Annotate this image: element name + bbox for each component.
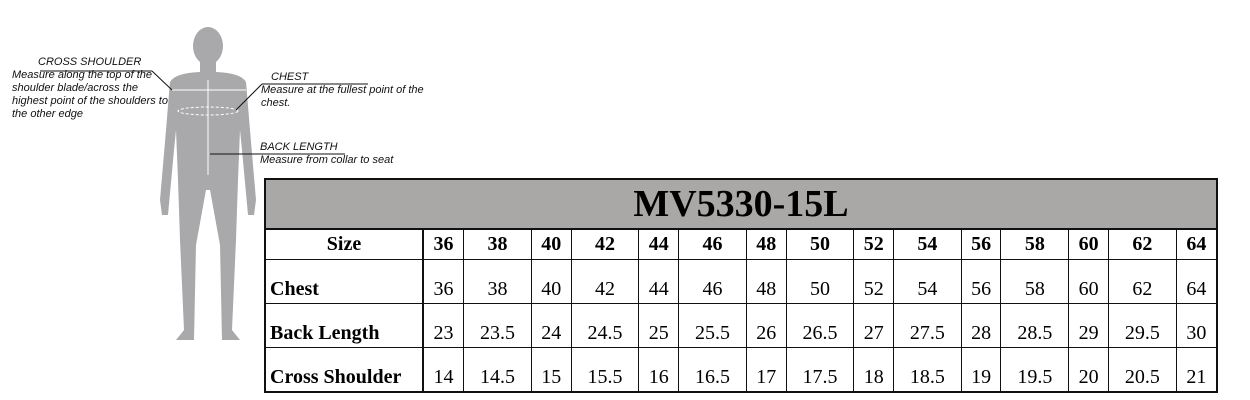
table-cell: 14 — [422, 347, 465, 393]
table-cell: 16.5 — [678, 347, 747, 393]
table-cell: 23.5 — [463, 303, 532, 348]
size-header-row: Size 36 38 40 42 44 46 48 50 52 54 56 58 60 62 64 — [264, 228, 1218, 260]
size-header-cell: 44 — [638, 228, 680, 260]
table-cell: 40 — [530, 259, 572, 304]
table-cell: 18 — [853, 347, 894, 393]
table-cell: 27 — [853, 303, 894, 348]
table-cell: 29 — [1068, 303, 1109, 348]
size-header-cell: 54 — [892, 228, 962, 260]
size-header-cell: 42 — [570, 228, 640, 260]
table-cell: 21 — [1175, 347, 1218, 393]
table-row: Back Length 23 23.5 24 24.5 25 25.5 26 26.5 27 27.… — [264, 303, 1218, 348]
table-cell: 28 — [960, 303, 1002, 348]
table-cell: 28.5 — [1000, 303, 1070, 348]
size-header-cell: 46 — [678, 228, 747, 260]
table-cell: 19 — [960, 347, 1002, 393]
cross-shoulder-heading: CROSS SHOULDER — [38, 56, 142, 68]
size-header-cell: 40 — [530, 228, 572, 260]
size-chart-table: MV5330-15L Size 36 38 40 42 44 46 48 50 52 54 56 58… — [264, 178, 1218, 393]
table-cell: 26 — [745, 303, 787, 348]
back-length-annotation: BACK LENGTH Measure from collar to seat — [260, 141, 430, 167]
table-cell: 23 — [422, 303, 465, 348]
table-cell: 64 — [1175, 259, 1218, 304]
table-cell: 48 — [745, 259, 787, 304]
table-cell: 15.5 — [570, 347, 640, 393]
size-header-cell: 58 — [1000, 228, 1070, 260]
table-cell: 54 — [892, 259, 962, 304]
table-cell: 20.5 — [1107, 347, 1177, 393]
table-cell: 44 — [638, 259, 680, 304]
table-cell: 15 — [530, 347, 572, 393]
table-cell: 42 — [570, 259, 640, 304]
measure-lines — [172, 80, 246, 175]
table-cell: 36 — [422, 259, 465, 304]
chest-annotation: CHEST Measure at the fullest point of th… — [261, 71, 426, 110]
table-cell: 60 — [1068, 259, 1109, 304]
table-cell: 58 — [1000, 259, 1070, 304]
leader-lines — [40, 70, 368, 155]
table-row: Chest 36 38 40 42 44 46 48 50 52 54 56 58 60 62 64 — [264, 259, 1218, 304]
table-cell: 17.5 — [785, 347, 855, 393]
body-silhouette-figure — [40, 27, 368, 340]
size-header-cell: 48 — [745, 228, 787, 260]
row-label: Cross Shoulder — [264, 347, 424, 393]
size-header-cell: 38 — [463, 228, 532, 260]
table-cell: 27.5 — [892, 303, 962, 348]
cross-shoulder-text: Measure along the top of the shoulder bl… — [12, 69, 168, 120]
size-header-cell: 50 — [785, 228, 855, 260]
size-header-cell: 64 — [1175, 228, 1218, 260]
table-cell: 62 — [1107, 259, 1177, 304]
table-cell: 24.5 — [570, 303, 640, 348]
table-cell: 25.5 — [678, 303, 747, 348]
table-cell: 24 — [530, 303, 572, 348]
table-title: MV5330-15L — [264, 178, 1218, 230]
table-cell: 38 — [463, 259, 532, 304]
table-cell: 29.5 — [1107, 303, 1177, 348]
table-cell: 14.5 — [463, 347, 532, 393]
size-header-cell: 60 — [1068, 228, 1109, 260]
row-label: Back Length — [264, 303, 424, 348]
chest-text: Measure at the fullest point of the ches… — [261, 84, 424, 109]
back-length-text: Measure from collar to seat — [260, 154, 394, 166]
table-cell: 19.5 — [1000, 347, 1070, 393]
back-length-heading: BACK LENGTH — [260, 141, 338, 153]
row-label: Chest — [264, 259, 424, 304]
table-cell: 30 — [1175, 303, 1218, 348]
table-cell: 20 — [1068, 347, 1109, 393]
table-cell: 50 — [785, 259, 855, 304]
table-row: Cross Shoulder 14 14.5 15 15.5 16 16.5 17 17.5 18… — [264, 347, 1218, 393]
size-label: Size — [264, 228, 424, 260]
table-cell: 46 — [678, 259, 747, 304]
size-header-cell: 56 — [960, 228, 1002, 260]
cross-shoulder-annotation: CROSS SHOULDER Measure along the top of … — [12, 56, 172, 121]
size-header-cell: 36 — [422, 228, 465, 260]
table-cell: 52 — [853, 259, 894, 304]
table-cell: 26.5 — [785, 303, 855, 348]
table-cell: 18.5 — [892, 347, 962, 393]
chest-heading: CHEST — [271, 71, 309, 83]
size-header-cell: 52 — [853, 228, 894, 260]
silhouette-icon — [160, 27, 256, 340]
size-header-cell: 62 — [1107, 228, 1177, 260]
table-cell: 25 — [638, 303, 680, 348]
table-cell: 17 — [745, 347, 787, 393]
table-cell: 56 — [960, 259, 1002, 304]
table-cell: 16 — [638, 347, 680, 393]
